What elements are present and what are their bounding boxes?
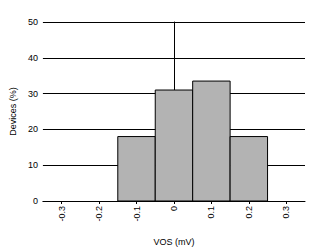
svg-text:0.1: 0.1	[206, 206, 216, 219]
svg-text:40: 40	[28, 53, 38, 63]
svg-text:0.2: 0.2	[244, 206, 254, 219]
svg-text:10: 10	[28, 160, 38, 170]
svg-text:30: 30	[28, 89, 38, 99]
svg-text:50: 50	[28, 17, 38, 27]
svg-text:20: 20	[28, 124, 38, 134]
svg-text:-0.3: -0.3	[57, 206, 67, 222]
svg-text:-0.1: -0.1	[132, 206, 142, 222]
svg-text:0.3: 0.3	[281, 206, 291, 219]
svg-text:0: 0	[169, 206, 179, 211]
svg-text:Devices (%): Devices (%)	[8, 87, 18, 136]
svg-text:0: 0	[33, 196, 38, 206]
svg-text:VOS (mV): VOS (mV)	[153, 237, 194, 247]
svg-text:-0.2: -0.2	[94, 206, 104, 222]
